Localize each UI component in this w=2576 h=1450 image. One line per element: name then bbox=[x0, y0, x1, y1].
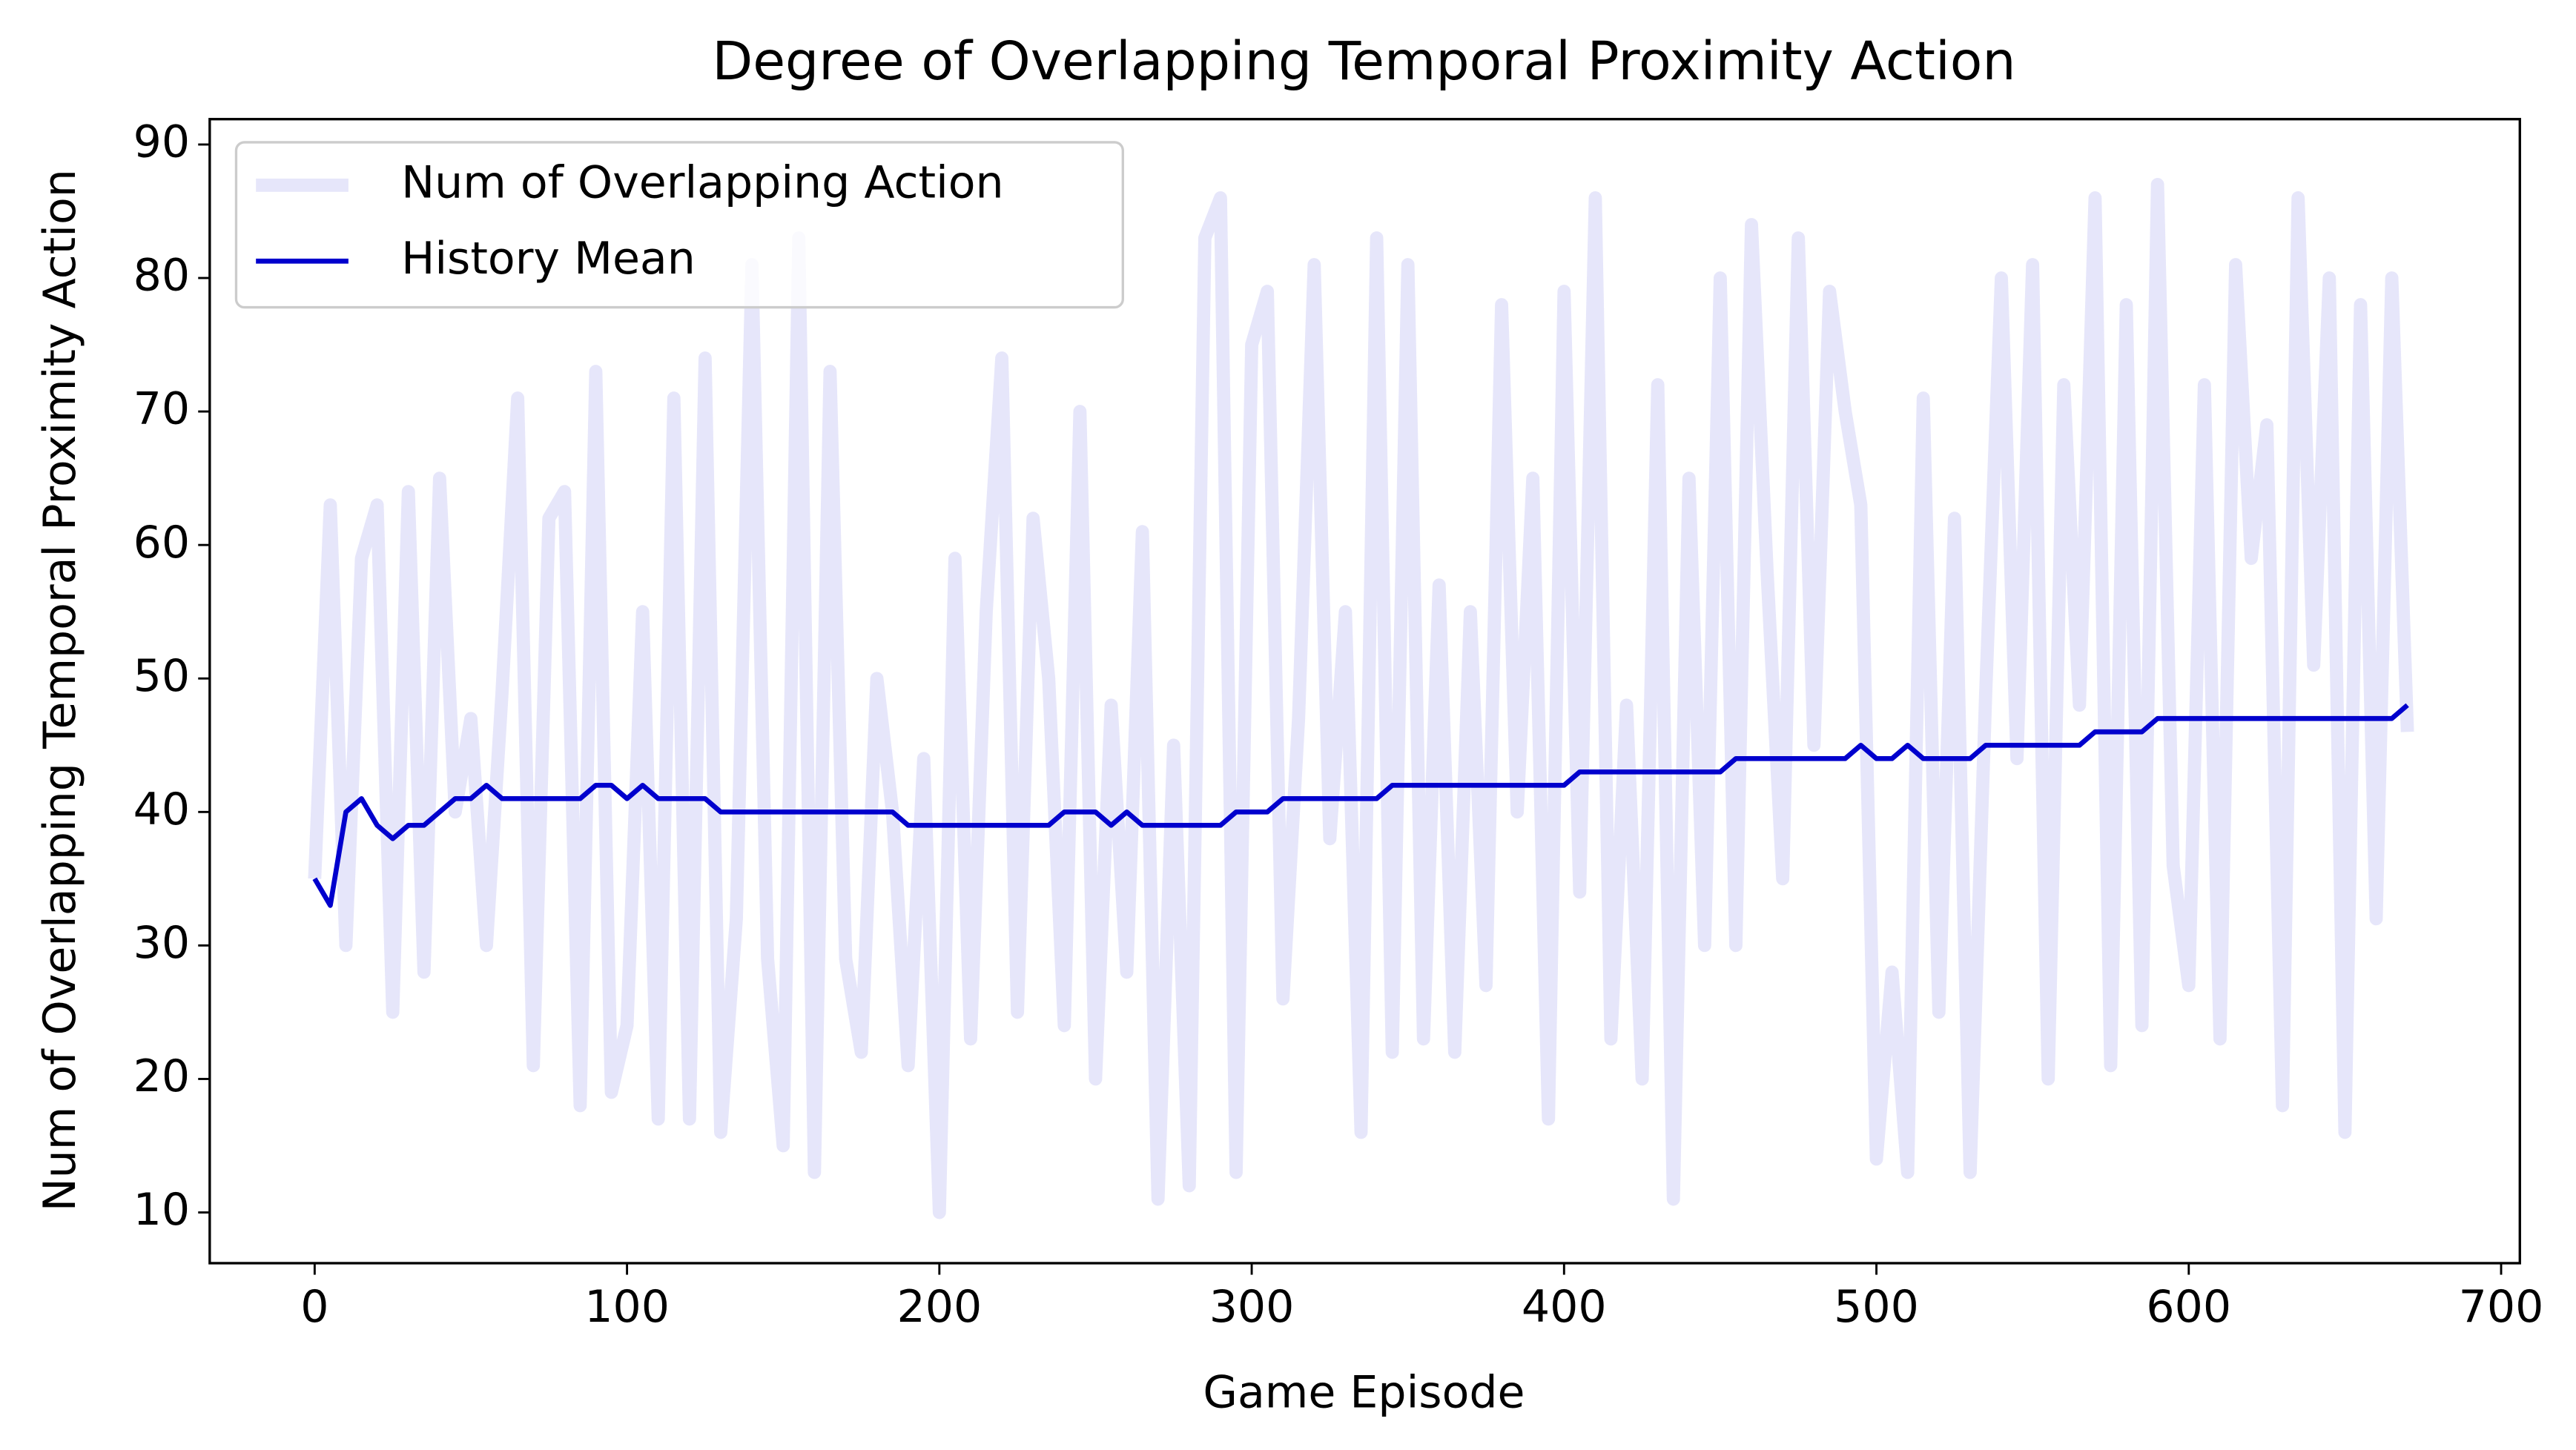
y-tick-label: 10 bbox=[133, 1184, 191, 1236]
plot-frame bbox=[208, 118, 2521, 1265]
legend-label: History Mean bbox=[401, 233, 696, 285]
y-tick-label: 20 bbox=[133, 1050, 191, 1102]
y-tick-label: 90 bbox=[133, 116, 191, 168]
x-tick-label: 600 bbox=[2146, 1281, 2231, 1333]
y-axis-label: Num of Overlapping Temporal Proximity Ac… bbox=[34, 169, 86, 1211]
x-tick-label: 200 bbox=[896, 1281, 982, 1333]
legend-label: Num of Overlapping Action bbox=[401, 156, 1004, 208]
line-series bbox=[312, 703, 2409, 908]
x-tick-label: 300 bbox=[1209, 1281, 1295, 1333]
x-tick-label: 0 bbox=[300, 1281, 328, 1333]
x-tick-label: 700 bbox=[2459, 1281, 2544, 1333]
legend-box bbox=[234, 141, 1124, 309]
y-tick-label: 40 bbox=[133, 784, 191, 835]
x-tick-label: 500 bbox=[1834, 1281, 1919, 1333]
chart-title: Degree of Overlapping Temporal Proximity… bbox=[712, 30, 2015, 92]
y-tick-label: 50 bbox=[133, 650, 191, 702]
y-tick-label: 30 bbox=[133, 917, 191, 969]
x-tick-label: 400 bbox=[1522, 1281, 1607, 1333]
line-series bbox=[308, 178, 2414, 1219]
y-tick-label: 60 bbox=[133, 517, 191, 569]
y-tick-label: 70 bbox=[133, 383, 191, 435]
x-tick-label: 100 bbox=[584, 1281, 670, 1333]
y-tick-label: 80 bbox=[133, 250, 191, 302]
x-axis-label: Game Episode bbox=[1203, 1367, 1525, 1419]
